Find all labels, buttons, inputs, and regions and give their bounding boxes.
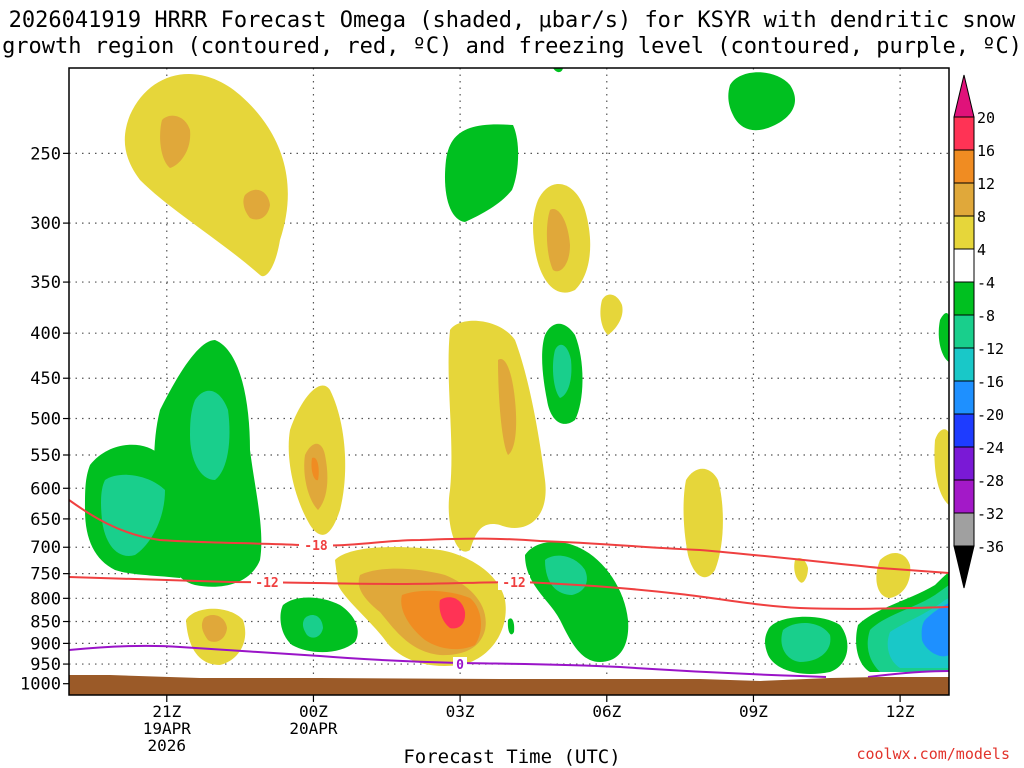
omega-region [938,313,949,362]
omega-region [201,615,227,642]
x-tick-label: 2026 [148,736,187,755]
omega-region [243,189,270,220]
omega-region [311,457,319,481]
contour-label-zero: 0 [456,658,464,673]
chart-title-line2: growth region (contoured, red, ºC) and f… [2,34,1022,59]
x-axis-title: Forecast Time (UTC) [403,746,621,768]
colorbar-label: -8 [977,307,995,325]
colorbar-swatch [953,149,975,184]
dgz-contour-minus18 [69,499,949,574]
y-tick-label: 300 [30,214,61,234]
colorbar-swatch [953,116,975,151]
omega-region [190,390,230,480]
omega-region [683,468,723,578]
omega-region [160,115,191,168]
omega-region [934,429,949,505]
colorbar-label: -4 [977,274,995,292]
omega-region [600,294,623,335]
colorbar-swatch [953,182,975,217]
y-tick-label: 250 [30,144,61,164]
omega-region [444,124,519,222]
chart-title-line1: 2026041919 HRRR Forecast Omega (shaded, … [8,8,1016,33]
y-tick-label: 600 [30,479,61,499]
colorbar-swatch [953,248,975,283]
omega-region [124,73,288,277]
y-axis: 2503003504004505005506006507007508008509… [20,144,69,695]
colorbar-label: -28 [977,472,1004,490]
colorbar-label: -24 [977,439,1004,457]
colorbar-swatch [953,479,975,514]
y-tick-label: 450 [30,369,61,389]
y-tick-label: 950 [30,655,61,675]
y-tick-label: 550 [30,446,61,466]
omega-region [794,557,808,583]
y-tick-label: 900 [30,634,61,654]
colorbar-bottom-arrow [953,545,975,589]
omega-region [507,618,515,635]
colorbar-swatch [953,215,975,250]
x-tick-label: 12Z [886,702,915,721]
colorbar-label: 8 [977,208,986,226]
colorbar-top-arrow [953,74,975,118]
y-tick-label: 400 [30,324,61,344]
x-tick-label: 00Z [299,702,328,721]
x-tick-label: 21Z [152,702,181,721]
omega-region [498,359,517,455]
omega-ascent-moderate [160,115,570,656]
colorbar-swatch [953,413,975,448]
omega-region [525,541,629,662]
x-tick-label: 19APR [143,719,192,738]
colorbar-label: -12 [977,340,1004,358]
colorbar-swatch [953,512,975,547]
omega-region [552,344,572,398]
colorbar-label: -32 [977,505,1004,523]
colorbar-swatch [953,446,975,481]
omega-region [302,615,323,638]
x-tick-label: 09Z [739,702,768,721]
contour-labels: -18 -12 -12 0 [251,538,530,673]
contour-label-minus12: -12 [502,576,525,591]
y-tick-label: 750 [30,565,61,585]
y-tick-label: 800 [30,589,61,609]
colorbar-swatch [953,314,975,349]
omega-region [876,553,911,598]
credit-text: coolwx.com/models [856,745,1010,763]
freezing-level-contour [69,644,949,678]
omega-region [101,474,165,556]
colorbar-swatch [953,281,975,316]
colorbar-swatch [953,347,975,382]
colorbar-label: -16 [977,373,1004,391]
colorbar-label: 4 [977,241,986,259]
colorbar-label: 20 [977,109,995,127]
contour-label-minus12: -12 [255,576,278,591]
x-tick-label: 03Z [446,702,475,721]
plot-area: -18 -12 -12 0 [69,68,949,695]
y-tick-label: 700 [30,538,61,558]
omega-region [728,72,795,131]
x-tick-label: 20APR [289,719,338,738]
omega-region [921,603,949,657]
y-tick-label: 1000 [20,675,61,695]
terrain [69,675,949,695]
y-tick-label: 850 [30,613,61,633]
contour-label-minus18: -18 [304,539,328,554]
omega-region [439,597,466,629]
colorbar-label: 16 [977,142,995,160]
colorbar: 20 16 12 8 4 -4 -8 -12 -16 -20 -24 -28 -32 -36 [953,74,1004,589]
y-tick-label: 650 [30,510,61,530]
x-tick-label: 06Z [592,702,621,721]
y-tick-label: 500 [30,410,61,430]
colorbar-swatch [953,380,975,415]
colorbar-label: -20 [977,406,1004,424]
omega-region [553,68,563,73]
omega-region [781,623,831,662]
omega-region [546,209,570,272]
omega-region [448,320,546,552]
y-tick-label: 350 [30,273,61,293]
colorbar-label: -36 [977,538,1004,556]
plot-frame [68,67,950,696]
colorbar-label: 12 [977,175,995,193]
